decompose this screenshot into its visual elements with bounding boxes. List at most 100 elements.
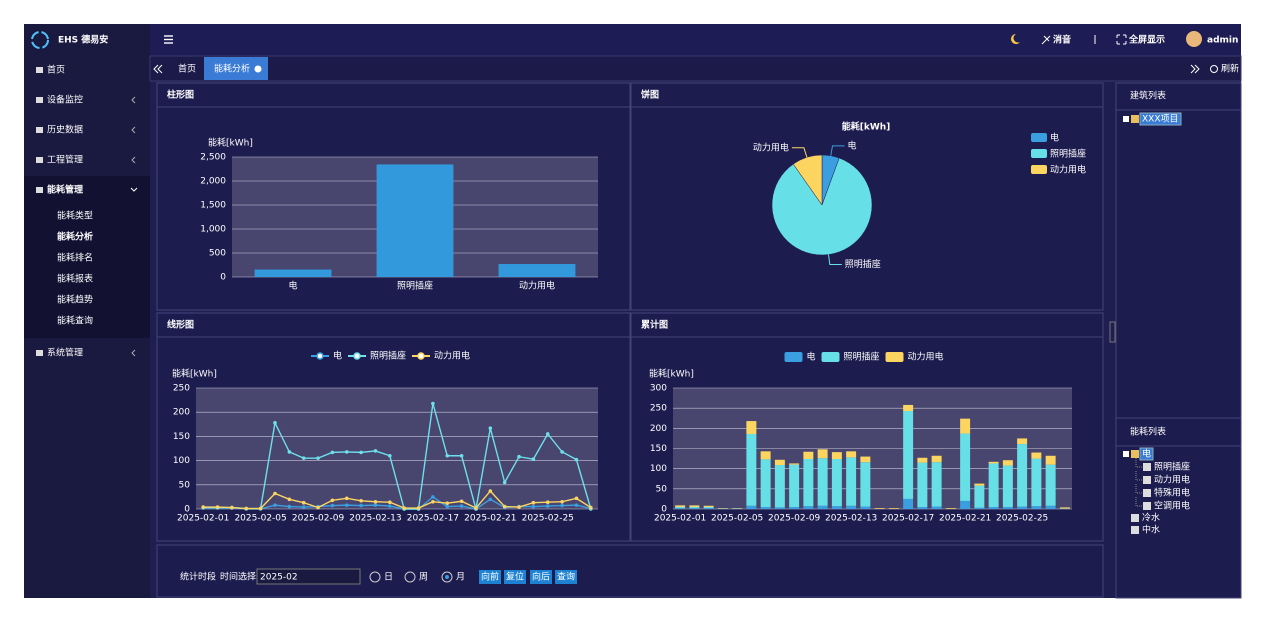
legend-label[interactable]: 电 [333, 350, 342, 362]
bar-segment [1002, 465, 1013, 507]
legend-label[interactable]: 电 [1050, 132, 1059, 144]
y-tick-label: 50 [179, 480, 191, 490]
tab-active[interactable] [204, 57, 268, 80]
button-label[interactable]: 查询 [557, 571, 575, 583]
button[interactable] [555, 570, 577, 584]
line-point [301, 505, 306, 509]
folder-icon [1131, 115, 1139, 123]
radio-label[interactable]: 月 [456, 572, 465, 583]
date-input[interactable] [256, 568, 361, 585]
menu-item[interactable]: 历史数据 [47, 124, 83, 136]
tree-node[interactable]: 电 [1142, 448, 1151, 460]
submenu-item[interactable]: 能耗查询 [57, 315, 93, 327]
tree-node[interactable]: 动力用电 [1154, 474, 1190, 486]
tree-node[interactable]: 冷水 [1142, 512, 1160, 524]
menu-item[interactable]: 工程管理 [47, 154, 83, 166]
line-point [416, 506, 421, 510]
radio[interactable] [404, 571, 416, 583]
menu-item[interactable]: 能耗管理 [47, 184, 83, 196]
radio[interactable] [441, 571, 453, 583]
user-name[interactable]: admin [1207, 36, 1238, 46]
submenu-item[interactable]: 能耗分析 [57, 231, 93, 243]
line-point [244, 506, 249, 511]
x-tick-label: 2025-02-13 [349, 514, 401, 524]
menu-chevron [131, 156, 136, 164]
button-label[interactable]: 复位 [506, 571, 524, 583]
refresh-button[interactable]: 刷新 [1221, 63, 1239, 75]
line-point [459, 453, 464, 458]
tab-close[interactable] [254, 65, 262, 73]
submenu-item[interactable]: 能耗报表 [57, 273, 93, 285]
line-point [445, 501, 450, 505]
y-tick-label: 250 [173, 384, 190, 394]
tree-toggle[interactable] [1123, 451, 1129, 457]
line-point [301, 456, 306, 460]
line-point [344, 496, 349, 501]
button[interactable] [504, 570, 526, 584]
menu-chevron [131, 349, 136, 357]
bar-segment [675, 508, 686, 509]
tree-node[interactable]: 特殊用电 [1154, 487, 1190, 499]
pie-label: 电 [847, 139, 856, 151]
line-point [273, 421, 277, 425]
legend-label[interactable]: 照明插座 [1050, 148, 1086, 160]
line-point [517, 505, 521, 509]
tree-node[interactable]: XXX项目 [1142, 114, 1179, 125]
bar-segment [689, 506, 700, 509]
legend-label[interactable]: 照明插座 [844, 351, 880, 363]
tree-node[interactable]: 照明插座 [1154, 461, 1190, 473]
bar-segment [931, 506, 942, 509]
pie-leader [830, 145, 845, 156]
line-point [287, 497, 292, 502]
line-point [431, 401, 435, 406]
legend-label[interactable]: 电 [807, 351, 816, 363]
button[interactable] [479, 570, 501, 584]
bar-segment [803, 451, 814, 459]
line-point [359, 450, 363, 455]
button[interactable] [530, 570, 552, 584]
radio-label[interactable]: 日 [384, 572, 393, 583]
avatar[interactable] [1186, 31, 1202, 47]
button-label[interactable]: 向前 [481, 571, 499, 583]
legend-label[interactable]: 动力用电 [434, 350, 470, 362]
legend-label[interactable]: 动力用电 [1050, 164, 1086, 176]
tree-node[interactable]: 空调用电 [1154, 500, 1190, 512]
tab-scroll-right[interactable] [1190, 64, 1200, 74]
legend-label[interactable]: 动力用电 [908, 351, 944, 363]
line-point [574, 496, 579, 501]
submenu-item[interactable]: 能耗类型 [57, 210, 93, 222]
legend-swatch [821, 352, 840, 362]
side-panel [1115, 82, 1242, 599]
tree-toggle[interactable] [1123, 116, 1129, 122]
tree-node[interactable]: 中水 [1142, 524, 1160, 536]
x-tick-label: 2025-02-25 [522, 514, 574, 524]
y-tick-label: 2,000 [200, 177, 226, 187]
bar-segment [903, 498, 914, 509]
radio-label[interactable]: 周 [419, 572, 428, 583]
submenu-item[interactable]: 能耗趋势 [57, 294, 93, 306]
file-icon [1131, 526, 1139, 534]
legend-swatch [1031, 149, 1047, 158]
tab[interactable]: 首页 [178, 63, 196, 75]
submenu-item[interactable]: 能耗排名 [57, 252, 93, 264]
mute-button[interactable]: 消音 [1053, 34, 1071, 46]
radio[interactable] [369, 571, 381, 583]
plot-area [196, 388, 598, 509]
tab-scroll-left[interactable] [153, 64, 163, 74]
legend-label[interactable]: 照明插座 [370, 350, 406, 362]
menu-chevron [130, 187, 138, 192]
menu-item[interactable]: 系统管理 [47, 347, 83, 359]
theme-icon[interactable] [1011, 34, 1020, 44]
menu-toggle[interactable] [164, 35, 173, 44]
bar-segment [831, 458, 842, 507]
bar-segment [703, 506, 714, 509]
fullscreen-button[interactable]: 全屏显示 [1128, 34, 1165, 46]
splitter-handle[interactable] [1109, 321, 1116, 343]
logo [31, 31, 49, 49]
y-axis-label: 能耗[kWh] [649, 368, 694, 380]
tab[interactable]: 能耗分析 [214, 63, 250, 75]
button-label[interactable]: 向后 [532, 571, 550, 583]
menu-item[interactable]: 首页 [47, 64, 65, 76]
menu-item[interactable]: 设备监控 [47, 94, 83, 106]
legend-swatch [316, 352, 324, 360]
